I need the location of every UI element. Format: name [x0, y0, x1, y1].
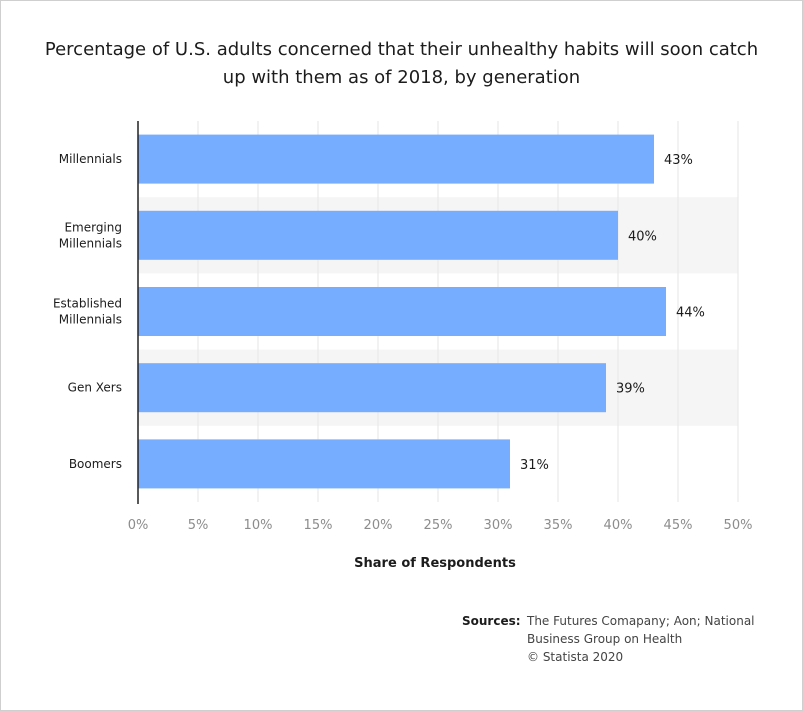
- bar: [138, 363, 606, 413]
- category-labels: Millennials Emerging Millennials Establishe…: [53, 152, 122, 471]
- x-tick-label: 5%: [188, 518, 209, 533]
- bar: [138, 134, 654, 184]
- x-tick-label: 10%: [244, 518, 273, 533]
- x-tick-label: 50%: [724, 518, 753, 533]
- x-axis-label: Share of Respondents: [354, 556, 516, 571]
- category-label: Emerging Millennials: [59, 220, 122, 250]
- bar-value-label: 43%: [664, 153, 693, 168]
- sources-text: The Futures Comapany; Aon; National Busi…: [527, 612, 777, 666]
- bar-value-label: 39%: [616, 382, 645, 397]
- x-tick-label: 25%: [424, 518, 453, 533]
- sources-label: Sources:: [462, 614, 521, 628]
- x-tick-label: 20%: [364, 518, 393, 533]
- x-tick-label: 35%: [544, 518, 573, 533]
- sources-line: © Statista 2020: [527, 650, 624, 664]
- bar-value-label: 44%: [676, 306, 705, 321]
- x-tick-label: 40%: [604, 518, 633, 533]
- category-label: Established Millennials: [53, 297, 122, 327]
- value-labels: 43% 40% 44% 39% 31%: [520, 153, 705, 473]
- category-label: Millennials: [59, 152, 122, 166]
- bar: [138, 287, 666, 336]
- chart-title: Percentage of U.S. adults concerned that…: [44, 39, 759, 88]
- bar-value-label: 40%: [628, 229, 657, 244]
- x-tick-label: 45%: [664, 518, 693, 533]
- bar-value-label: 31%: [520, 458, 549, 473]
- category-label: Boomers: [69, 457, 122, 471]
- sources-line: The Futures Comapany; Aon; National: [527, 614, 755, 628]
- category-label: Gen Xers: [68, 381, 122, 395]
- x-tick-label: 0%: [128, 518, 149, 533]
- x-tick-label: 30%: [484, 518, 513, 533]
- x-tick-label: 15%: [304, 518, 333, 533]
- tick-labels: 0% 5% 10% 15% 20% 25% 30% 35% 40% 45% 50%: [128, 518, 753, 533]
- bar: [138, 210, 618, 260]
- sources-line: Business Group on Health: [527, 632, 683, 646]
- bars: [138, 134, 666, 489]
- bar: [138, 439, 510, 489]
